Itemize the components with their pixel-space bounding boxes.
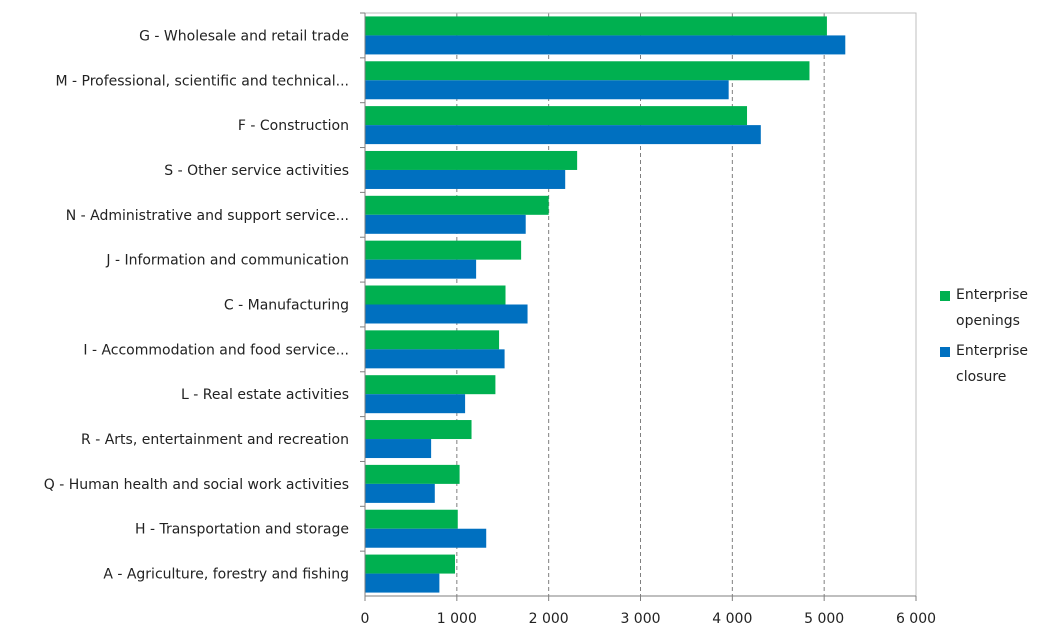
bar-closure	[365, 394, 466, 414]
bar-closure	[365, 125, 761, 145]
category-label: N - Administrative and support service..…	[66, 208, 349, 224]
category-label: I - Accommodation and food service...	[83, 342, 349, 358]
bar-openings	[365, 375, 496, 395]
bar-closure	[365, 573, 440, 593]
bar-closure	[365, 214, 526, 234]
category-label: J - Information and communication	[105, 253, 349, 269]
category-label: L - Real estate activities	[181, 387, 349, 403]
category-label: M - Professional, scientific and technic…	[55, 73, 349, 89]
bar-openings	[365, 330, 500, 350]
bar-openings	[365, 150, 578, 170]
bar-closure	[365, 259, 477, 279]
bar-openings	[365, 240, 522, 260]
x-tick-label: 0	[361, 611, 370, 627]
bar-openings	[365, 285, 506, 305]
bar-closure	[365, 439, 432, 459]
category-label: C - Manufacturing	[224, 298, 349, 314]
bar-closure	[365, 304, 528, 324]
legend-item-closure: Enterprise closure	[940, 342, 1045, 390]
bar-openings	[365, 16, 827, 36]
bar-openings	[365, 554, 455, 574]
legend: Enterprise openings Enterprise closure	[940, 286, 1045, 398]
category-label: S - Other service activities	[164, 163, 349, 179]
legend-item-openings: Enterprise openings	[940, 286, 1045, 334]
x-tick-label: 1 000	[437, 611, 477, 627]
category-label: A - Agriculture, forestry and fishing	[103, 567, 349, 583]
bar-openings	[365, 509, 458, 529]
category-label: G - Wholesale and retail trade	[139, 28, 349, 44]
bar-openings	[365, 61, 810, 81]
x-tick-label: 5 000	[804, 611, 844, 627]
category-label: H - Transportation and storage	[135, 522, 349, 538]
x-tick-label: 2 000	[529, 611, 569, 627]
category-label: R - Arts, entertainment and recreation	[81, 432, 349, 448]
bar-closure	[365, 35, 846, 55]
category-label: Q - Human health and social work activit…	[44, 477, 349, 493]
bar-openings	[365, 464, 460, 484]
gridlines	[456, 13, 825, 596]
legend-label-openings: Enterprise openings	[956, 287, 1029, 329]
bar-closure	[365, 349, 505, 369]
x-tick-label: 4 000	[712, 611, 752, 627]
category-label: F - Construction	[238, 118, 349, 134]
bar-openings	[365, 420, 472, 440]
x-tick-label: 6 000	[896, 611, 936, 627]
legend-label-closure: Enterprise closure	[956, 343, 1029, 385]
bar-closure	[365, 169, 566, 189]
bar-closure	[365, 80, 729, 100]
legend-swatch-openings	[940, 291, 950, 301]
bar-closure	[365, 483, 435, 503]
category-labels: G - Wholesale and retail trade M - Profes…	[44, 28, 349, 582]
legend-swatch-closure	[940, 347, 950, 357]
bar-openings	[365, 106, 748, 126]
bar-closure	[365, 528, 487, 548]
tick-labels: 0 1 000 2 000 3 000 4 000 5 000 6 000	[361, 611, 937, 627]
bar-openings	[365, 195, 549, 215]
bars	[365, 16, 846, 593]
x-tick-label: 3 000	[620, 611, 660, 627]
axes	[360, 12, 917, 601]
